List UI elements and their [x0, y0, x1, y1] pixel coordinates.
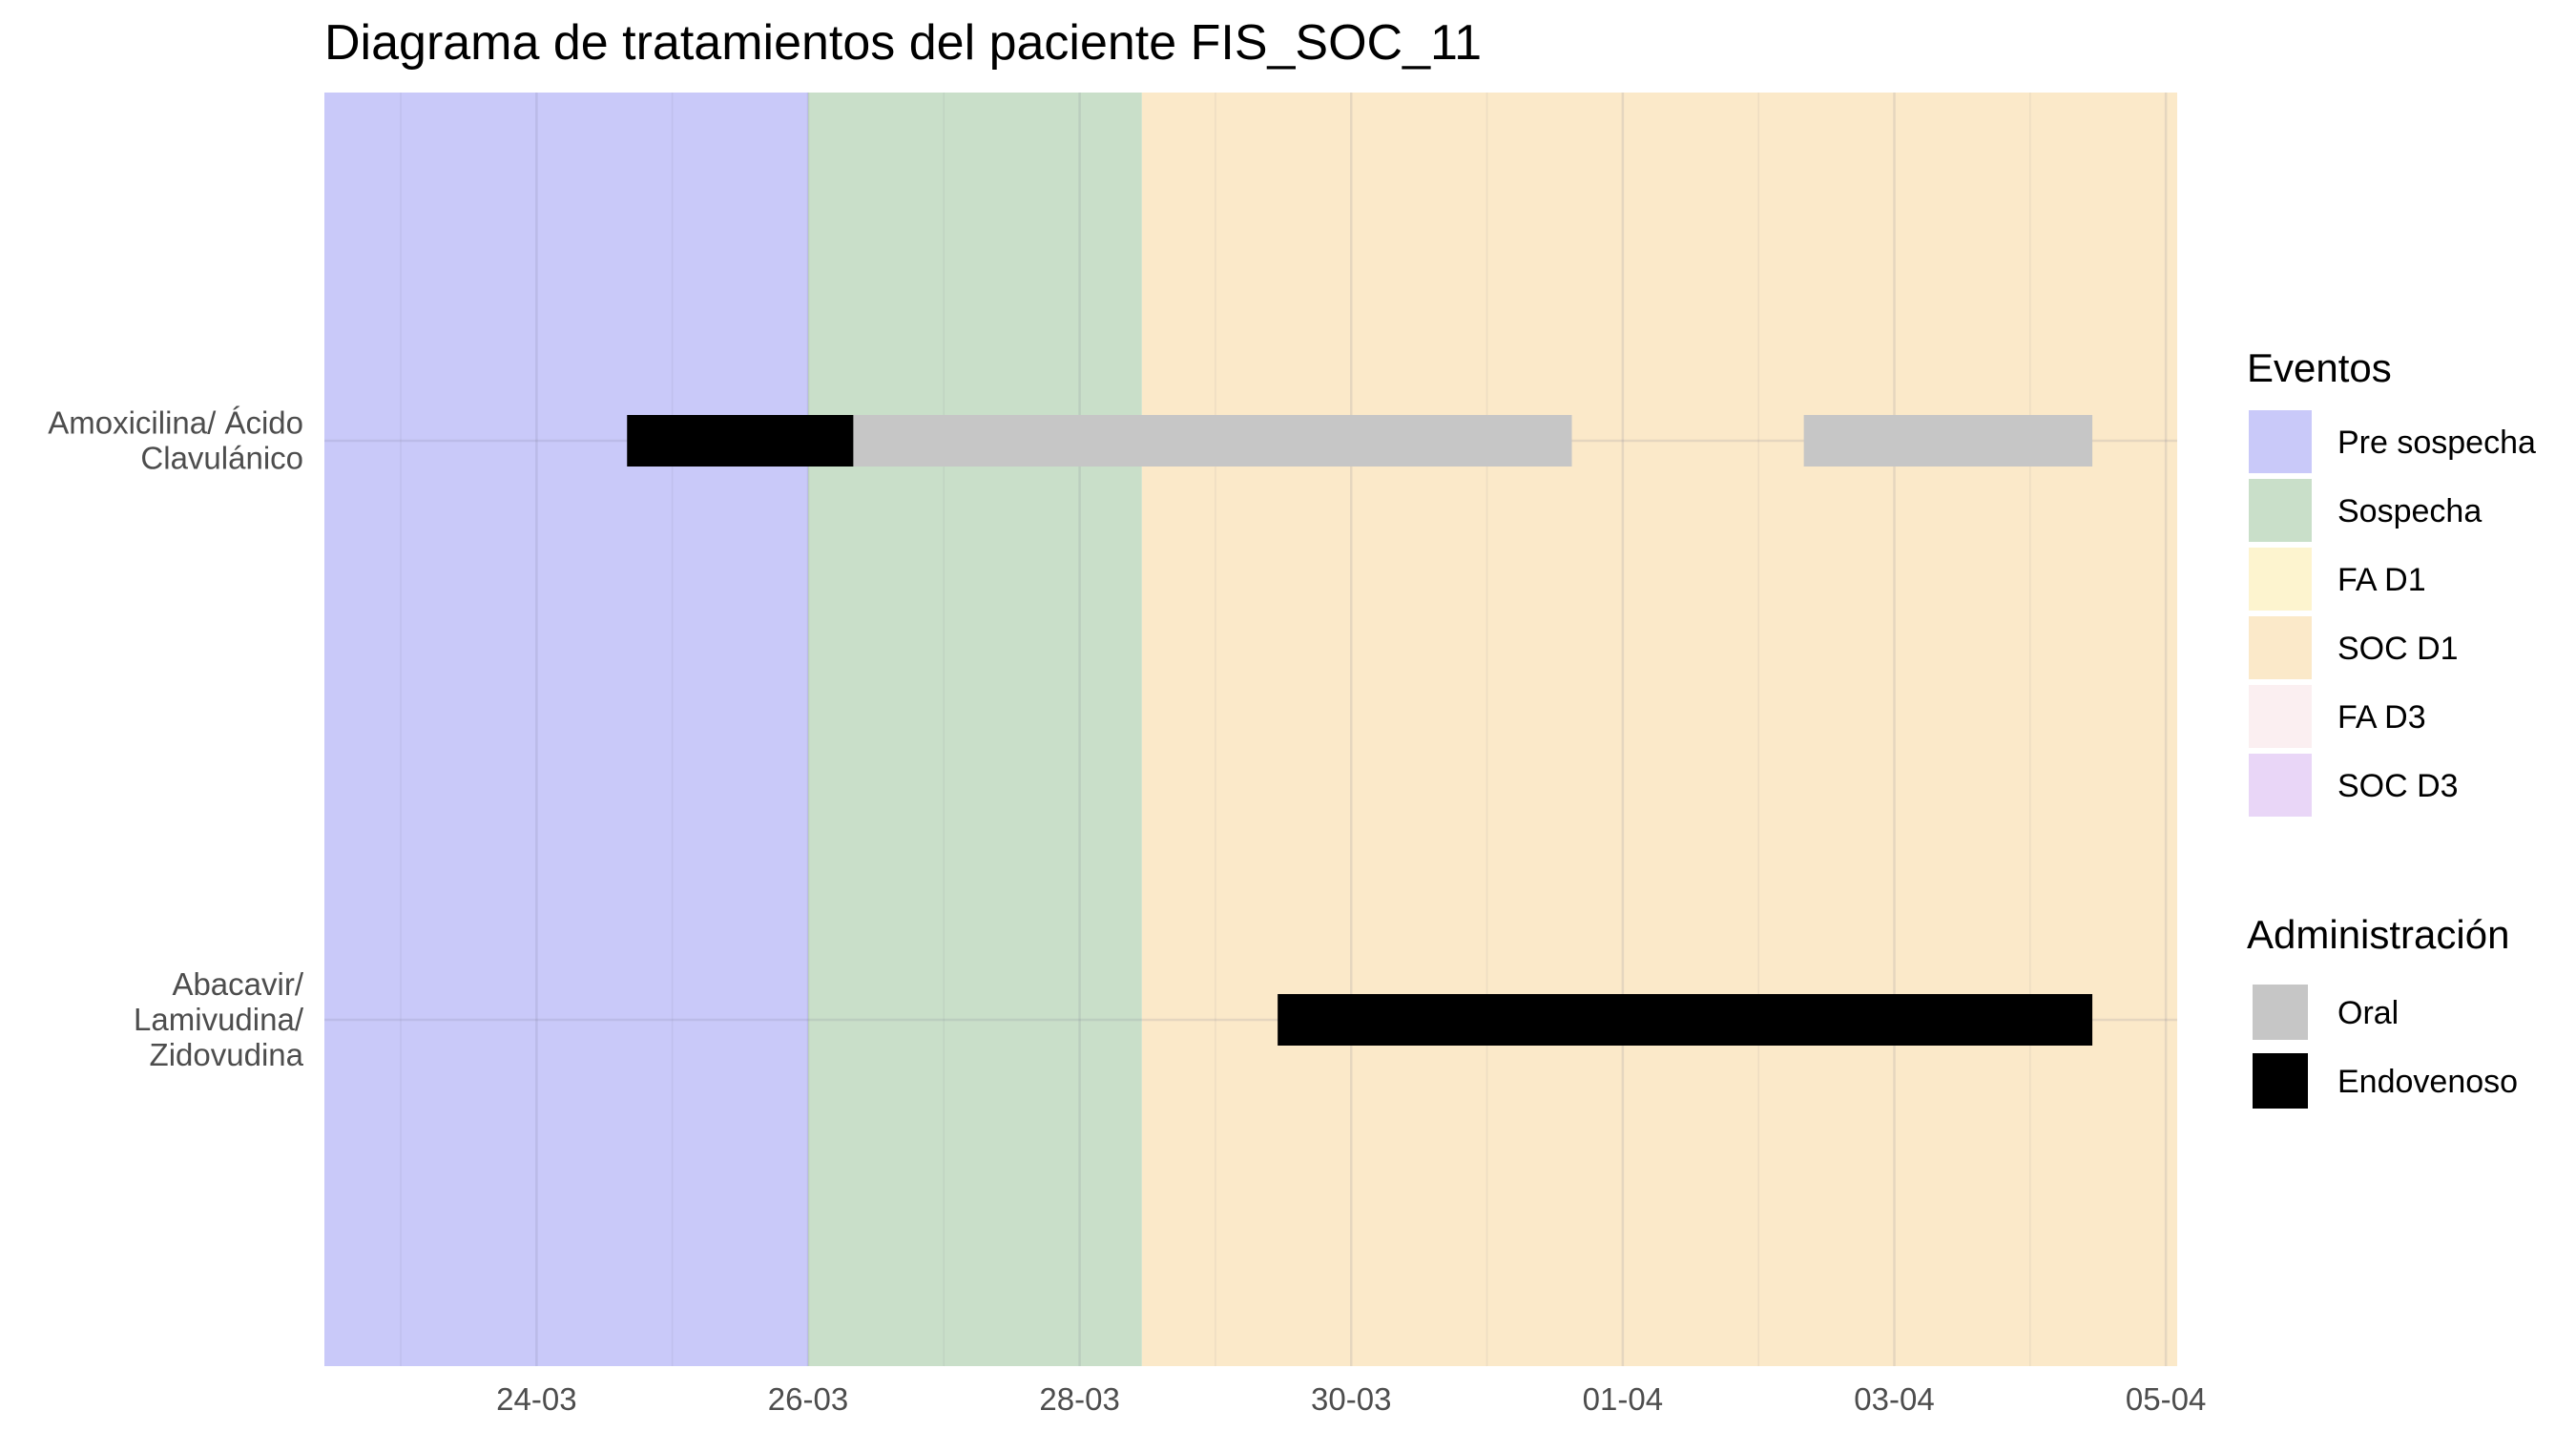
legend: Eventos Pre sospecha Sospecha FA D1 SOC D1 F…	[2247, 345, 2536, 1109]
grid-lines	[324, 93, 2177, 1366]
legend-swatch-pre-sospecha	[2249, 410, 2312, 473]
legend-label: Endovenoso	[2337, 1064, 2518, 1100]
legend-administracion-title: Administración	[2247, 912, 2509, 957]
x-tick-label: 28-03	[1039, 1381, 1119, 1417]
legend-eventos-title: Eventos	[2247, 345, 2392, 390]
x-tick-label: 26-03	[768, 1381, 848, 1417]
y-axis-label-abac: Abacavir/	[172, 966, 303, 1002]
legend-swatch-soc-d3	[2249, 754, 2312, 817]
y-axis-label-amox: Amoxicilina/ Ácido	[48, 405, 303, 441]
event-periods	[324, 93, 2177, 1366]
period-soc-d1	[1141, 93, 2177, 1366]
x-tick-label: 03-04	[1854, 1381, 1934, 1417]
chart-title: Diagrama de tratamientos del paciente FI…	[324, 15, 1482, 71]
legend-label: FA D3	[2337, 699, 2426, 736]
y-axis-label-amox: Clavulánico	[140, 441, 303, 476]
y-axis-label-abac: Lamivudina/	[134, 1002, 304, 1037]
legend-swatch-oral	[2253, 985, 2308, 1040]
period-sospecha	[807, 93, 1142, 1366]
treatment-bar-abac-endovenoso	[1278, 994, 2093, 1046]
x-tick-label: 24-03	[496, 1381, 576, 1417]
treatment-bar-amox-oral	[1803, 415, 2093, 467]
legend-swatch-fa-d1	[2249, 548, 2312, 611]
legend-eventos-items: Pre sospecha Sospecha FA D1 SOC D1 FA D3 SOC …	[2249, 410, 2536, 817]
period-pre-sospecha	[324, 93, 808, 1366]
legend-label: SOC D3	[2337, 768, 2459, 804]
x-tick-label: 05-04	[2126, 1381, 2206, 1417]
x-tick-label: 01-04	[1583, 1381, 1663, 1417]
legend-administracion-items: Oral Endovenoso	[2253, 985, 2518, 1109]
legend-swatch-sospecha	[2249, 479, 2312, 542]
y-axis-label-abac: Zidovudina	[150, 1037, 304, 1072]
x-axis-ticks: 24-03 26-03 28-03 30-03 01-04 03-04 05-04	[496, 1381, 2206, 1417]
legend-label: Pre sospecha	[2337, 425, 2536, 461]
legend-label: SOC D1	[2337, 631, 2459, 667]
legend-swatch-endovenoso	[2253, 1053, 2308, 1109]
legend-swatch-soc-d1	[2249, 616, 2312, 679]
treatment-bar-amox-oral	[853, 415, 1572, 467]
legend-swatch-fa-d3	[2249, 685, 2312, 748]
treatment-bars	[627, 415, 2093, 1046]
x-tick-label: 30-03	[1311, 1381, 1391, 1417]
treatment-bar-amox-endovenoso	[627, 415, 854, 467]
legend-label: Oral	[2337, 995, 2399, 1031]
legend-label: Sospecha	[2337, 493, 2482, 529]
legend-label: FA D1	[2337, 562, 2426, 598]
